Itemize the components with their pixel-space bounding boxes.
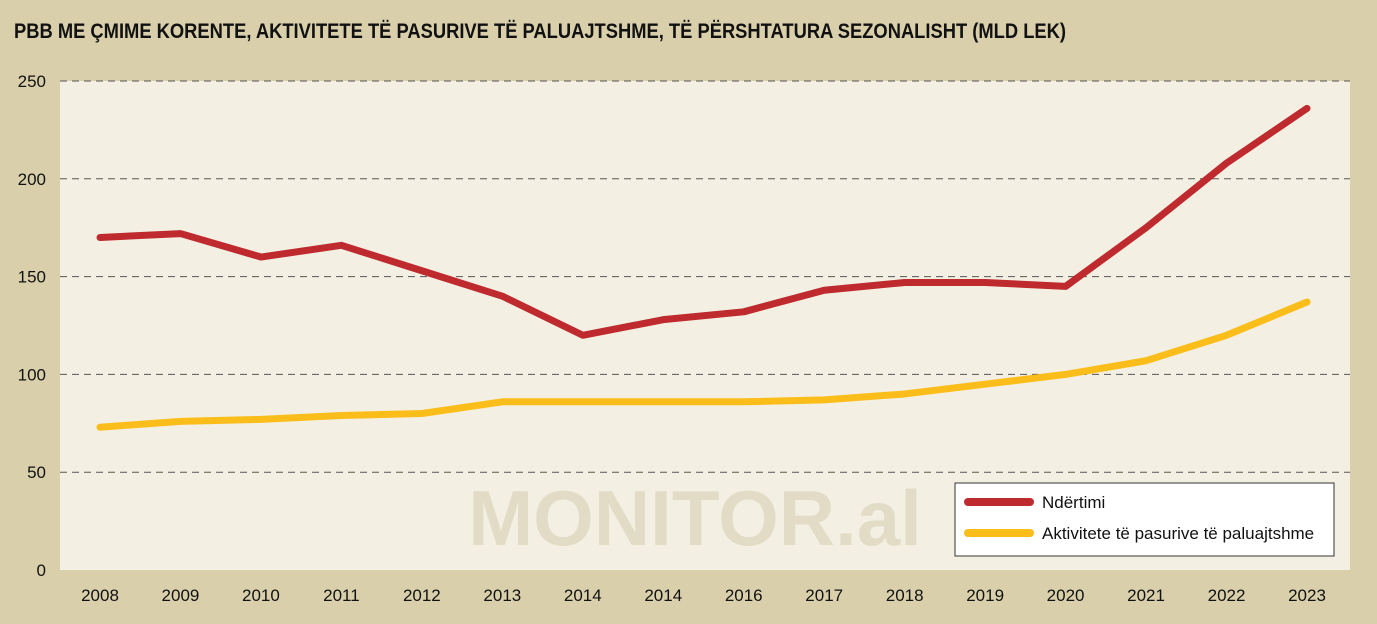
x-tick-label: 2014 (564, 586, 602, 605)
x-tick-label: 2023 (1288, 586, 1326, 605)
x-tick-label: 2012 (403, 586, 441, 605)
y-tick-label: 50 (27, 463, 46, 482)
x-tick-label: 2021 (1127, 586, 1165, 605)
series-line-1 (96, 298, 1311, 431)
y-tick-label: 100 (18, 365, 46, 384)
y-tick-label: 200 (18, 170, 46, 189)
watermark: MONITOR.al (468, 474, 922, 562)
x-tick-label: 2017 (805, 586, 843, 605)
x-tick-label: 2018 (886, 586, 924, 605)
x-tick-label: 2009 (162, 586, 200, 605)
legend: Ndërtimi Aktivitete të pasurive të palua… (954, 482, 1335, 557)
y-tick-label: 250 (18, 72, 46, 91)
x-tick-label: 2020 (1047, 586, 1085, 605)
x-tick-label: 2013 (483, 586, 521, 605)
y-tick-label: 0 (37, 561, 46, 580)
x-tick-label: 2022 (1208, 586, 1246, 605)
x-tick-label: 2011 (323, 586, 360, 605)
series-line-0 (96, 104, 1311, 339)
chart-title: PBB ME ÇMIME KORENTE, AKTIVITETE TË PASU… (14, 20, 1066, 43)
x-tick-label: 2010 (242, 586, 280, 605)
x-tick-label: 2019 (966, 586, 1004, 605)
x-tick-label: 2008 (81, 586, 119, 605)
legend-label-aktivitete: Aktivitete të pasurive të paluajtshme (1042, 524, 1314, 543)
x-tick-label: 2016 (725, 586, 763, 605)
x-tick-label: 2014 (644, 586, 682, 605)
legend-label-ndertimi: Ndërtimi (1042, 493, 1105, 512)
y-tick-label: 150 (18, 268, 46, 287)
